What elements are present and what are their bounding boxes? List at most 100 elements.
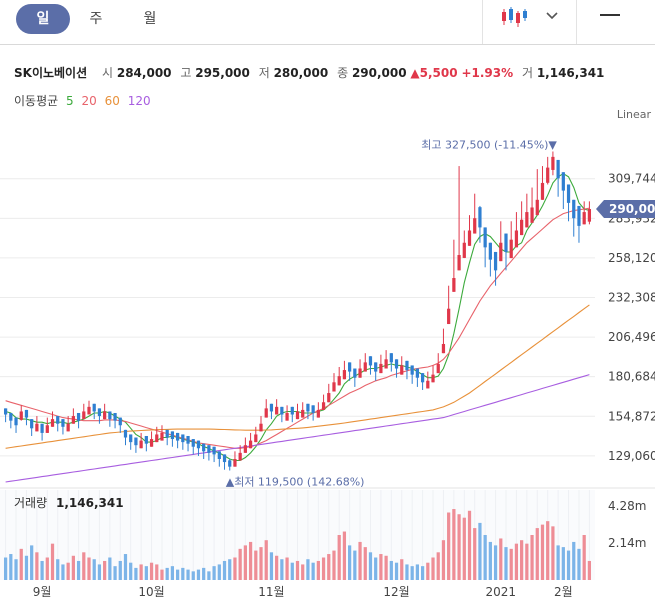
candle-body bbox=[431, 374, 435, 383]
candle-body bbox=[530, 207, 534, 223]
ma-20-line bbox=[5, 207, 590, 449]
volume-bar bbox=[290, 562, 294, 580]
candle-body bbox=[290, 406, 294, 415]
candle-body bbox=[426, 380, 430, 389]
scale-type-label[interactable]: Linear bbox=[616, 108, 651, 121]
volume-bar bbox=[540, 524, 545, 580]
volume-bar bbox=[66, 562, 70, 580]
change-value: ▲5,500 bbox=[410, 66, 458, 80]
volume-bar bbox=[368, 552, 373, 580]
candle-body bbox=[196, 440, 201, 449]
volume-bar bbox=[389, 560, 393, 580]
candle-body bbox=[551, 156, 555, 170]
candle-body bbox=[499, 242, 503, 262]
volume-bar bbox=[301, 564, 305, 580]
candle-body bbox=[546, 167, 550, 183]
candle-body bbox=[222, 454, 227, 463]
volume-bar bbox=[551, 526, 555, 580]
candle-body bbox=[405, 360, 409, 371]
volume-bar bbox=[306, 559, 310, 580]
chevron-down-icon[interactable] bbox=[545, 8, 559, 22]
candle-body bbox=[123, 429, 128, 438]
open-label: 시 bbox=[101, 66, 114, 80]
volume-bar bbox=[196, 569, 201, 580]
candle-body bbox=[535, 199, 539, 216]
volume-bar bbox=[97, 564, 102, 580]
candle-body bbox=[488, 242, 492, 260]
volume-bar bbox=[379, 554, 383, 580]
stock-name: SK이노베이션 bbox=[14, 66, 88, 80]
candle-body bbox=[493, 251, 498, 271]
candle-body bbox=[577, 205, 581, 226]
candle-body bbox=[337, 376, 341, 386]
volume-bar bbox=[228, 559, 232, 580]
volume-bar bbox=[457, 514, 461, 580]
volume-bar bbox=[202, 567, 206, 580]
volume-bar bbox=[420, 566, 425, 580]
volume-bar bbox=[363, 547, 367, 580]
candle-body bbox=[368, 356, 373, 366]
volume-bar bbox=[384, 555, 388, 580]
candle-body bbox=[181, 434, 185, 443]
candle-body bbox=[30, 419, 34, 429]
current-price-tag bbox=[596, 200, 655, 219]
divider bbox=[576, 0, 577, 44]
volume-bar bbox=[556, 545, 560, 580]
candle-body bbox=[212, 446, 216, 455]
volume-bar bbox=[269, 552, 274, 580]
candle-body bbox=[103, 411, 107, 420]
high-value: 295,000 bbox=[195, 66, 250, 80]
candle-body bbox=[415, 368, 420, 378]
candle-body bbox=[447, 308, 451, 325]
volume-bar bbox=[71, 555, 75, 580]
volume-bar bbox=[92, 559, 96, 580]
candle-body bbox=[566, 184, 571, 203]
candle-body bbox=[191, 439, 195, 447]
tab-monthly[interactable]: 월 bbox=[143, 11, 157, 27]
volume-bar bbox=[488, 541, 492, 580]
line-style-icon[interactable] bbox=[600, 14, 620, 16]
candle-body bbox=[358, 368, 362, 378]
volume-bar bbox=[264, 540, 268, 580]
volume-bar bbox=[504, 547, 508, 580]
candle-body bbox=[473, 218, 477, 234]
volume-bar bbox=[348, 545, 352, 580]
candle-body bbox=[264, 408, 268, 418]
candle-body bbox=[76, 412, 81, 421]
candle-body bbox=[400, 365, 404, 375]
candle-body bbox=[275, 406, 279, 415]
candle-body bbox=[556, 159, 560, 179]
volume-bar bbox=[212, 566, 216, 580]
volume-bar bbox=[405, 564, 409, 580]
low-value: 280,000 bbox=[273, 66, 329, 80]
candle-body bbox=[321, 402, 326, 410]
volume-bar bbox=[149, 562, 154, 580]
volume-bar bbox=[400, 559, 404, 580]
candle-body bbox=[155, 434, 159, 443]
candle-body bbox=[327, 393, 331, 403]
candlestick-icon[interactable] bbox=[500, 6, 528, 28]
candle-body bbox=[228, 460, 232, 467]
candle-body bbox=[467, 230, 472, 246]
tab-weekly[interactable]: 주 bbox=[89, 11, 103, 27]
volume-bar bbox=[233, 557, 237, 580]
x-axis-label: 12월 bbox=[383, 585, 409, 599]
candle-body bbox=[587, 209, 592, 222]
volume-bar bbox=[509, 548, 513, 580]
candle-body bbox=[394, 359, 399, 369]
moving-average-legend: 이동평균 5 20 60 120 bbox=[14, 92, 151, 109]
volume-bar bbox=[103, 560, 107, 580]
candle-body bbox=[134, 437, 138, 446]
volume-bar bbox=[165, 567, 169, 580]
ma-legend-5: 5 bbox=[66, 94, 74, 108]
volume-bar bbox=[139, 564, 143, 580]
candle-body bbox=[56, 416, 60, 424]
candle-body bbox=[561, 172, 565, 191]
candle-body bbox=[175, 432, 180, 441]
candle-body bbox=[509, 239, 513, 259]
candle-body bbox=[452, 278, 456, 292]
candle-body bbox=[348, 362, 352, 372]
candle-body bbox=[87, 406, 91, 415]
tab-daily[interactable]: 일 bbox=[16, 4, 70, 34]
